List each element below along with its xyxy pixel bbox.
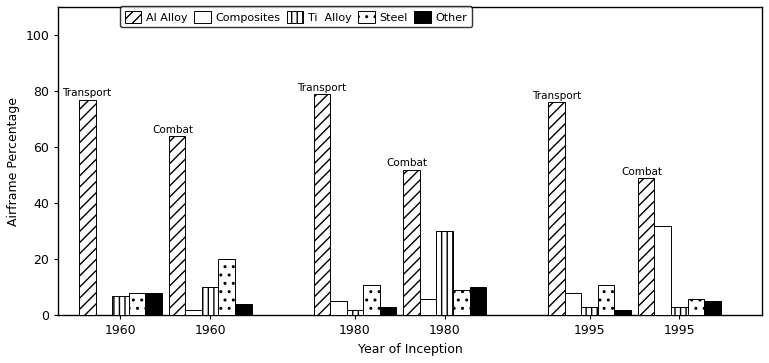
- Text: Transport: Transport: [297, 82, 346, 93]
- Bar: [403, 170, 420, 315]
- Bar: [380, 307, 397, 315]
- Text: Combat: Combat: [621, 167, 662, 177]
- Bar: [168, 136, 185, 315]
- Bar: [185, 310, 202, 315]
- Bar: [687, 299, 704, 315]
- Text: Transport: Transport: [62, 88, 112, 98]
- Bar: [564, 293, 581, 315]
- Text: Combat: Combat: [387, 158, 428, 168]
- Bar: [470, 287, 486, 315]
- Text: Combat: Combat: [152, 125, 193, 135]
- Bar: [437, 231, 453, 315]
- Bar: [363, 285, 380, 315]
- Bar: [145, 293, 162, 315]
- Bar: [112, 296, 128, 315]
- Bar: [671, 307, 687, 315]
- Bar: [347, 310, 363, 315]
- Bar: [218, 260, 235, 315]
- Bar: [453, 290, 470, 315]
- Bar: [704, 301, 721, 315]
- Bar: [598, 285, 614, 315]
- Bar: [79, 99, 95, 315]
- Bar: [614, 310, 631, 315]
- Bar: [202, 287, 218, 315]
- Bar: [581, 307, 598, 315]
- Bar: [128, 293, 145, 315]
- Legend: Al Alloy, Composites, Ti  Alloy, Steel, Other: Al Alloy, Composites, Ti Alloy, Steel, O…: [120, 7, 471, 27]
- Bar: [638, 178, 654, 315]
- X-axis label: Year of Inception: Year of Inception: [358, 343, 463, 356]
- Bar: [330, 301, 347, 315]
- Y-axis label: Airframe Percentage: Airframe Percentage: [7, 97, 20, 226]
- Bar: [420, 299, 437, 315]
- Bar: [548, 102, 564, 315]
- Text: Transport: Transport: [531, 91, 581, 101]
- Bar: [314, 94, 330, 315]
- Bar: [235, 304, 251, 315]
- Bar: [654, 226, 671, 315]
